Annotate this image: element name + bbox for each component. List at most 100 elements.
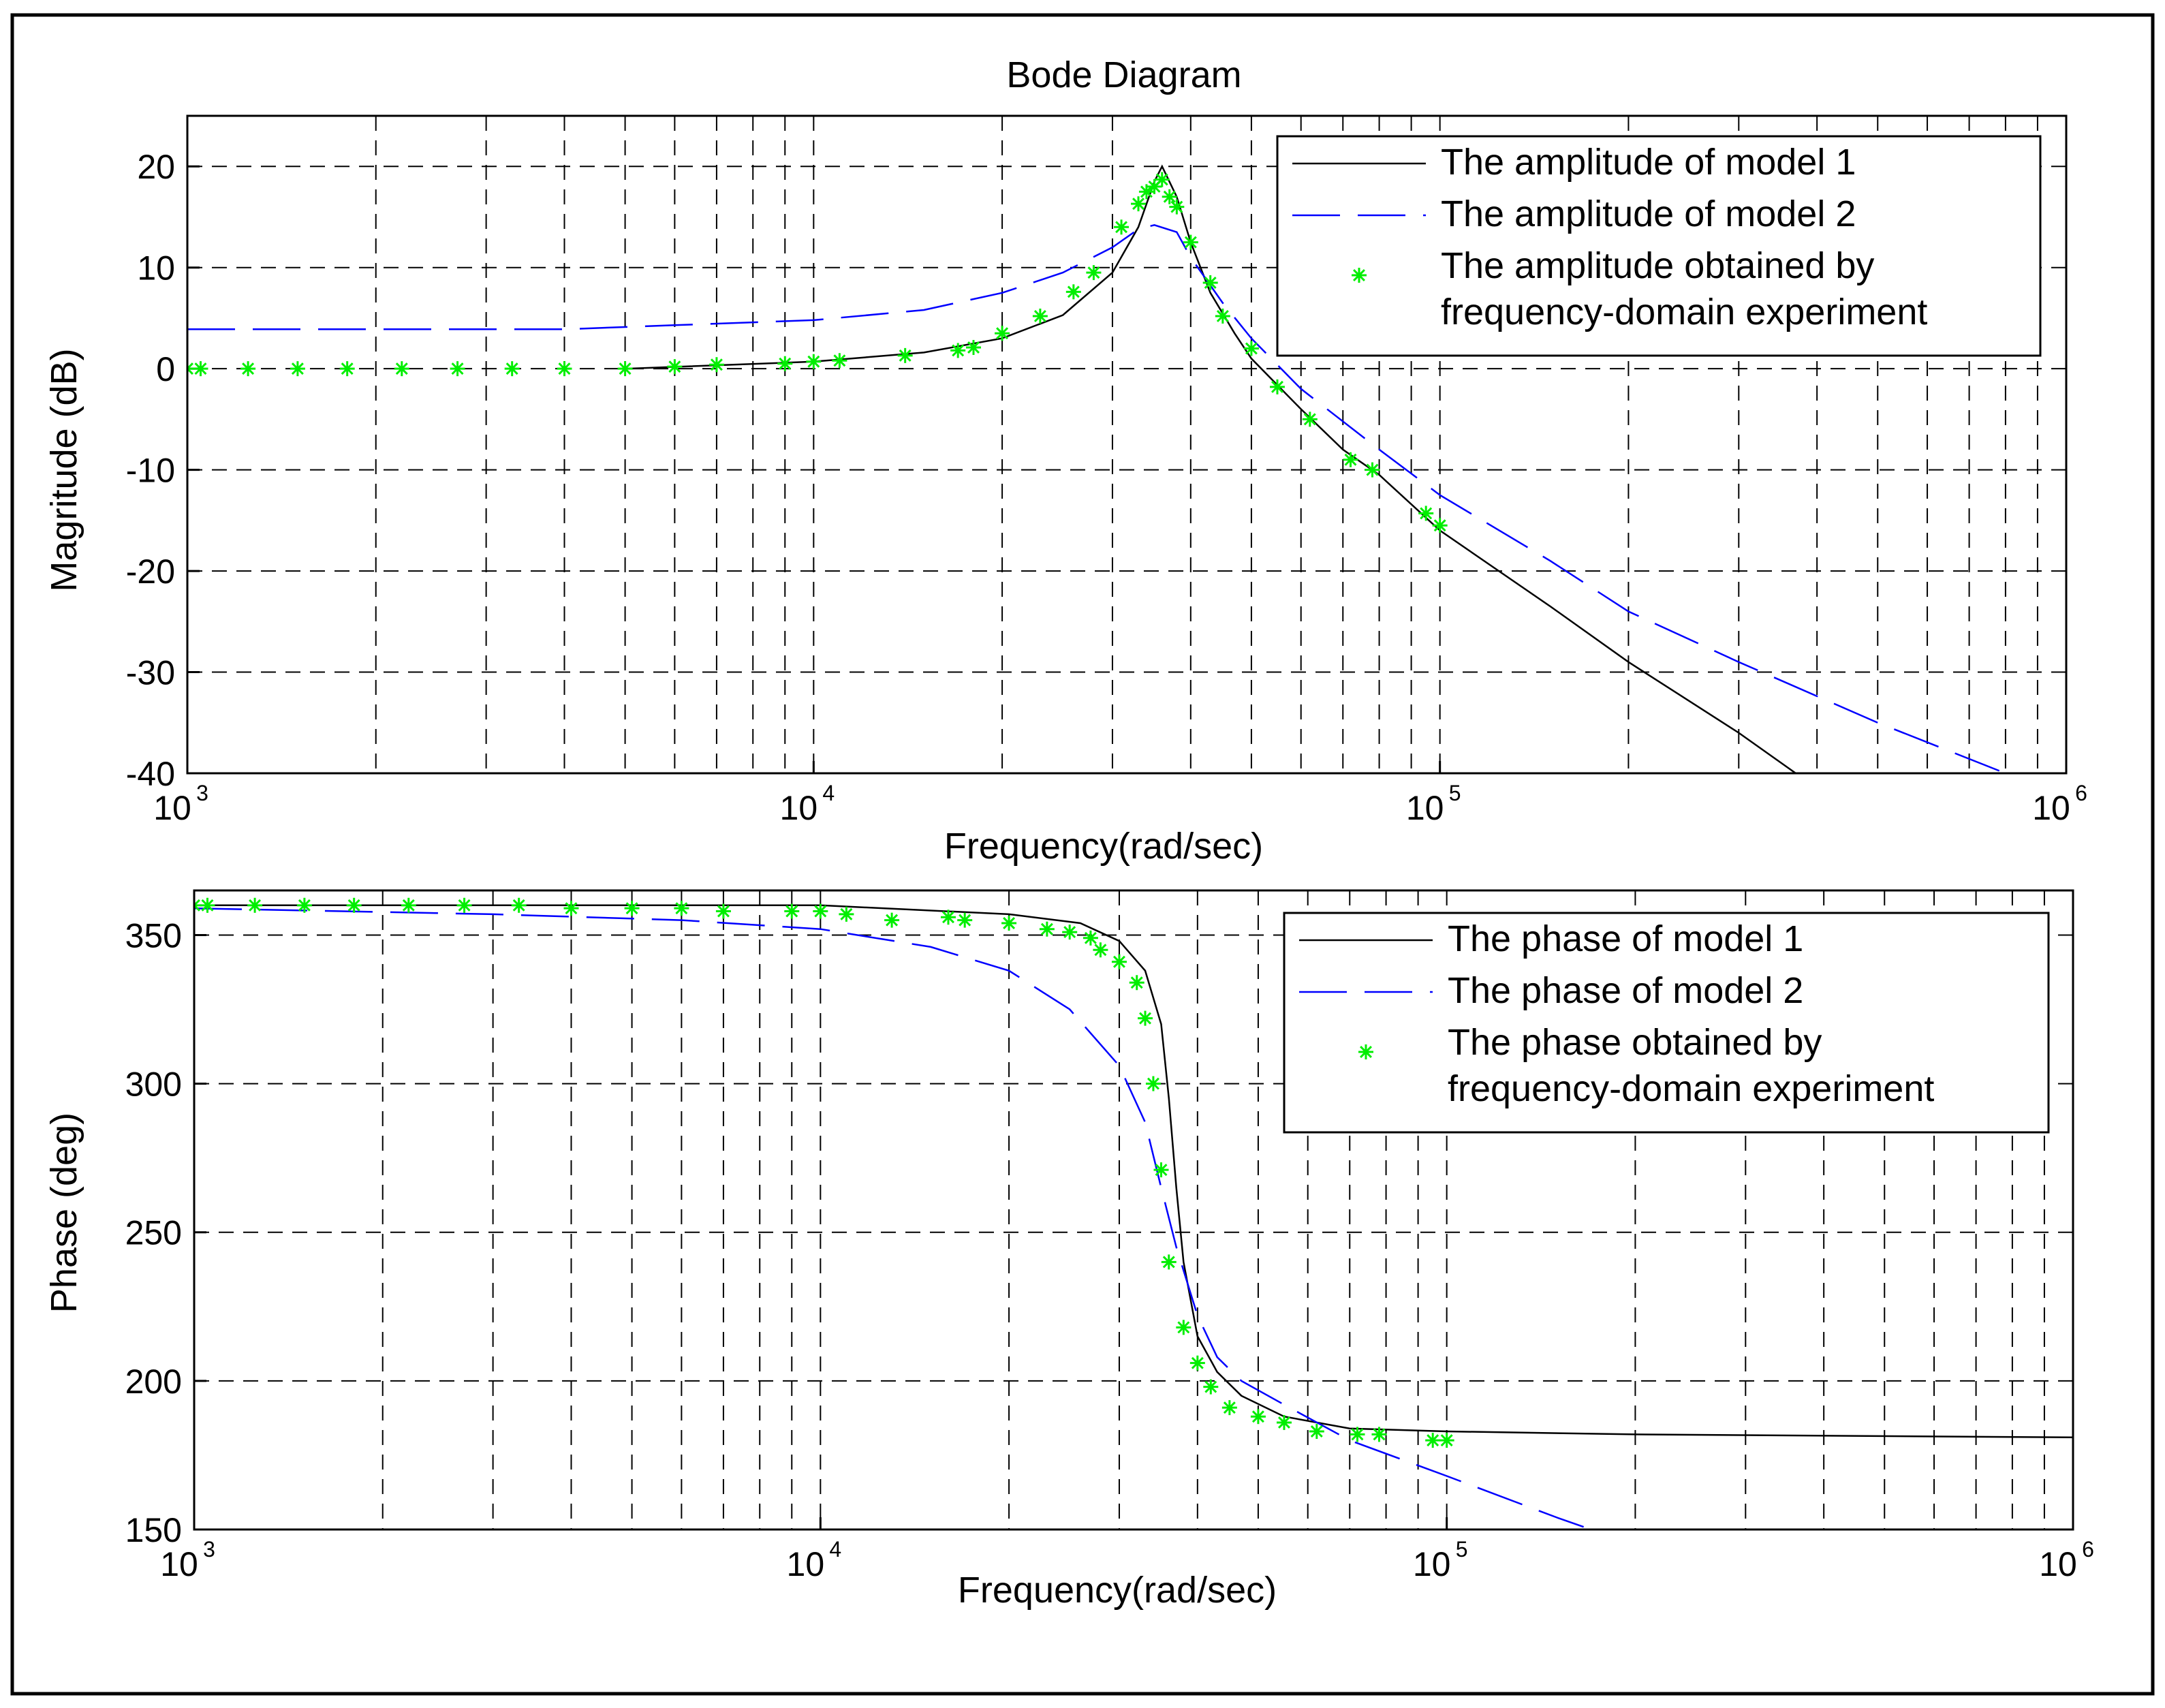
- data-marker: [832, 353, 847, 369]
- data-marker: [1138, 184, 1154, 200]
- y-tick-label: -10: [126, 452, 175, 490]
- data-marker: [1138, 1010, 1153, 1026]
- data-marker: [1086, 265, 1102, 281]
- data-marker: [966, 339, 982, 355]
- y-tick-label: 350: [125, 916, 182, 954]
- data-marker: [995, 326, 1010, 341]
- data-marker: [557, 361, 572, 377]
- data-marker: [1221, 1400, 1237, 1416]
- data-marker: [1153, 1162, 1169, 1178]
- x-tick-label: 10: [1406, 789, 1444, 827]
- data-marker: [940, 910, 956, 925]
- data-marker: [247, 897, 263, 913]
- y-tick-label: 0: [156, 350, 175, 388]
- data-marker: [1062, 925, 1078, 940]
- data-marker: [1189, 1355, 1205, 1371]
- y-tick-label: 200: [125, 1363, 182, 1401]
- data-marker: [194, 897, 202, 913]
- data-marker: [1243, 341, 1259, 356]
- x-tick-exponent: 5: [1456, 1537, 1468, 1562]
- phase-panel: Phase (deg) Frequency(rad/sec) 350 300 250…: [44, 889, 2094, 1611]
- data-marker: [563, 901, 579, 916]
- data-marker: [1111, 954, 1127, 969]
- data-marker: [1176, 1320, 1191, 1335]
- data-marker: [624, 901, 640, 916]
- data-marker: [1203, 1379, 1219, 1395]
- legend-entry: The amplitude obtained by: [1441, 245, 1874, 286]
- chart-title: Bode Diagram: [1006, 55, 1241, 95]
- legend-marker: [1358, 1044, 1373, 1059]
- data-marker: [806, 354, 822, 369]
- data-marker: [777, 356, 793, 371]
- data-marker: [1082, 930, 1098, 946]
- data-marker: [1343, 452, 1358, 467]
- data-marker: [1129, 975, 1144, 991]
- data-marker: [1309, 1424, 1324, 1440]
- data-marker: [957, 912, 973, 928]
- x-tick-exponent: 4: [829, 1537, 841, 1562]
- x-tick-exponent: 6: [2082, 1537, 2094, 1562]
- data-marker: [504, 361, 520, 377]
- data-marker: [708, 357, 724, 373]
- data-marker: [1269, 379, 1285, 394]
- data-marker: [511, 897, 527, 913]
- data-marker: [339, 361, 355, 377]
- data-marker: [456, 897, 472, 913]
- data-marker: [1276, 1414, 1292, 1430]
- data-marker: [1145, 1076, 1161, 1091]
- data-marker: [839, 906, 854, 922]
- legend-entry: The phase of model 2: [1448, 970, 1803, 1011]
- x-tick-label: 10: [780, 789, 818, 827]
- y-tick-label: 300: [125, 1066, 182, 1104]
- data-marker: [1350, 1427, 1365, 1442]
- y-tick-label: 250: [125, 1214, 182, 1252]
- data-marker: [1432, 518, 1448, 533]
- legend-entry: The amplitude of model 1: [1441, 142, 1856, 183]
- data-marker: [1032, 308, 1048, 324]
- series-line-model-1: [194, 904, 2073, 1439]
- data-marker: [897, 347, 913, 363]
- x-tick-label: 10: [1413, 1545, 1451, 1583]
- y-tick-label: 10: [137, 249, 175, 288]
- data-marker: [1039, 921, 1055, 937]
- y-tick-label: -20: [126, 553, 175, 591]
- data-marker: [950, 343, 966, 358]
- data-marker: [617, 361, 633, 377]
- data-marker: [187, 361, 195, 377]
- data-marker: [1425, 1433, 1441, 1448]
- magnitude-panel: Bode Diagram Magritude (dB) Frequency(ra…: [44, 55, 2087, 867]
- data-marker: [1169, 199, 1185, 215]
- data-marker: [1250, 1409, 1266, 1425]
- data-marker: [200, 897, 215, 913]
- axes-frame: [193, 889, 2074, 1531]
- phase-x-axis-label: Frequency(rad/sec): [958, 1570, 1277, 1611]
- data-marker: [1154, 172, 1170, 187]
- data-marker: [1183, 234, 1198, 250]
- data-marker: [290, 361, 305, 377]
- data-marker: [1202, 275, 1218, 290]
- x-tick-exponent: 5: [1449, 781, 1461, 805]
- data-marker: [346, 897, 362, 913]
- axes-frame: [186, 114, 2068, 775]
- legend-entry: frequency-domain experiment: [1448, 1068, 1934, 1109]
- series-line-model-1: [625, 164, 1796, 773]
- data-marker: [1302, 412, 1318, 427]
- y-tick-label: -40: [126, 755, 175, 793]
- data-marker: [674, 901, 689, 916]
- data-marker: [1065, 284, 1081, 300]
- legend-entry: The amplitude of model 2: [1441, 193, 1856, 234]
- y-tick-label: 20: [137, 148, 175, 186]
- data-marker: [1131, 196, 1147, 212]
- legend-marker: [1352, 268, 1367, 283]
- data-marker: [1093, 942, 1108, 958]
- data-marker: [715, 903, 731, 919]
- x-tick-exponent: 3: [196, 781, 208, 805]
- data-marker: [813, 903, 828, 919]
- data-marker: [667, 359, 683, 375]
- x-tick-exponent: 6: [2075, 781, 2087, 805]
- legend-entry: The phase obtained by: [1448, 1022, 1822, 1063]
- legend-entry: The phase of model 1: [1448, 918, 1803, 959]
- legend: The amplitude of model 1 The amplitude of…: [1276, 135, 2042, 357]
- data-marker: [1418, 506, 1434, 521]
- legend-entry: frequency-domain experiment: [1441, 292, 1927, 332]
